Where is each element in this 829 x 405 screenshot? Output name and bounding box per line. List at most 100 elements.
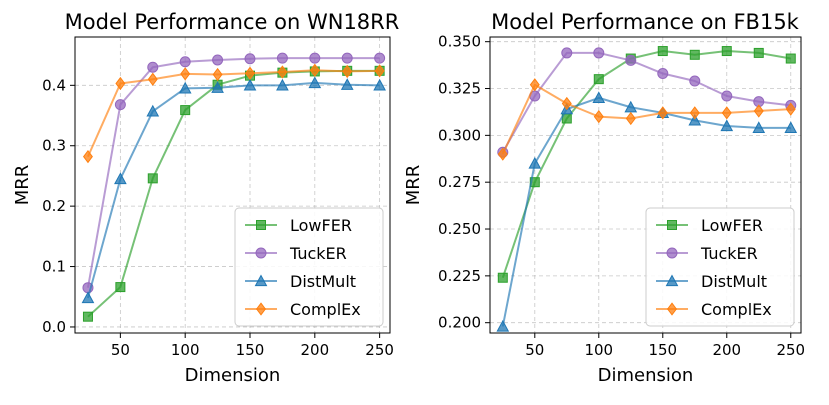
series-line-complex bbox=[501, 83, 791, 155]
x-tick-label: 50 bbox=[525, 341, 544, 359]
y-tick-label: 0.300 bbox=[438, 126, 481, 144]
x-tick-label: 150 bbox=[648, 341, 677, 359]
data-point-complex bbox=[147, 72, 158, 86]
legend-label-distmult: DistMult bbox=[290, 272, 356, 291]
plot-frame bbox=[74, 36, 391, 334]
legend-label-distmult: DistMult bbox=[701, 272, 767, 291]
data-point-distmult bbox=[340, 78, 354, 90]
plot-frame bbox=[489, 36, 802, 334]
y-tick-label: 0.4 bbox=[42, 76, 66, 94]
series-line-tucker bbox=[501, 51, 791, 153]
legend-label-tucker: TuckER bbox=[289, 244, 347, 263]
x-axis-label: Dimension bbox=[598, 365, 694, 386]
chart-title: Model Performance on FB15k bbox=[491, 10, 800, 34]
data-point-distmult bbox=[784, 121, 798, 134]
data-point-distmult bbox=[720, 119, 734, 132]
y-tick-label: 0.3 bbox=[42, 137, 66, 155]
data-point-distmult bbox=[81, 291, 95, 304]
legend-marker-tucker bbox=[666, 247, 678, 259]
data-point-lowfer bbox=[180, 105, 191, 116]
data-point-distmult bbox=[308, 76, 322, 89]
data-point-complex bbox=[689, 106, 700, 120]
data-point-tucker bbox=[689, 75, 701, 87]
series-line-distmult bbox=[501, 96, 791, 327]
legend-box bbox=[645, 207, 795, 327]
legend-marker-lowfer bbox=[256, 220, 266, 230]
series-line-complex bbox=[87, 69, 380, 158]
data-point-lowfer bbox=[593, 74, 604, 85]
y-tick-label: 0.0 bbox=[42, 318, 66, 336]
x-tick-label: 200 bbox=[300, 341, 329, 359]
data-point-tucker bbox=[374, 52, 386, 64]
legend-marker-tucker bbox=[255, 247, 267, 259]
data-point-complex bbox=[115, 76, 126, 91]
legend: LowFER TuckER DistMult ComplEx bbox=[645, 207, 795, 327]
legend-label-tucker: TuckER bbox=[700, 244, 758, 263]
data-point-complex bbox=[180, 67, 191, 81]
legend: LowFER TuckER DistMult ComplEx bbox=[234, 207, 384, 327]
legend-label-lowfer: LowFER bbox=[701, 216, 763, 235]
data-point-tucker bbox=[561, 47, 573, 59]
data-point-distmult bbox=[528, 156, 542, 169]
data-point-lowfer bbox=[657, 46, 668, 57]
data-point-complex bbox=[497, 147, 508, 161]
legend-label-lowfer: LowFER bbox=[290, 216, 352, 235]
data-point-distmult bbox=[114, 172, 127, 185]
y-tick-label: 0.225 bbox=[438, 267, 481, 285]
data-point-tucker bbox=[657, 68, 669, 80]
x-tick-label: 150 bbox=[236, 341, 265, 359]
x-tick-label: 250 bbox=[365, 341, 394, 359]
data-point-lowfer bbox=[785, 53, 796, 64]
data-point-lowfer bbox=[147, 173, 158, 184]
data-point-complex bbox=[374, 64, 385, 78]
data-point-tucker bbox=[212, 54, 224, 66]
data-point-complex bbox=[277, 65, 288, 79]
data-point-tucker bbox=[179, 56, 191, 68]
data-point-complex bbox=[245, 66, 255, 80]
data-point-tucker bbox=[147, 61, 159, 73]
data-point-lowfer bbox=[753, 47, 764, 58]
data-point-distmult bbox=[688, 113, 702, 126]
y-tick-label: 0.350 bbox=[438, 33, 481, 51]
data-point-distmult bbox=[373, 78, 386, 91]
series-line-lowfer bbox=[501, 50, 791, 279]
data-point-tucker bbox=[341, 52, 353, 64]
data-point-complex bbox=[753, 104, 764, 118]
data-point-tucker bbox=[309, 52, 321, 64]
x-tick-label: 250 bbox=[776, 341, 805, 359]
legend-label-complex: ComplEx bbox=[701, 300, 772, 319]
data-point-complex bbox=[342, 64, 353, 79]
legend-marker-complex bbox=[667, 302, 677, 316]
y-tick-label: 0.2 bbox=[42, 197, 66, 215]
data-point-distmult bbox=[243, 78, 257, 91]
data-point-distmult bbox=[146, 104, 160, 117]
data-point-complex bbox=[593, 109, 604, 124]
data-point-complex bbox=[625, 111, 636, 126]
data-point-tucker bbox=[244, 53, 256, 65]
y-tick-label: 0.200 bbox=[438, 314, 481, 332]
data-point-complex bbox=[309, 63, 320, 77]
legend-marker-lowfer bbox=[667, 220, 677, 230]
data-point-lowfer bbox=[721, 46, 732, 57]
legend-box bbox=[234, 207, 384, 327]
data-point-tucker bbox=[114, 99, 126, 111]
data-point-lowfer bbox=[82, 311, 93, 322]
x-tick-label: 200 bbox=[712, 341, 741, 359]
data-point-distmult bbox=[211, 81, 224, 93]
data-point-distmult bbox=[592, 91, 606, 104]
x-axis-label: Dimension bbox=[185, 365, 281, 386]
series-line-tucker bbox=[86, 57, 380, 288]
data-point-complex bbox=[721, 106, 732, 120]
chart-title: Model Performance on WN18RR bbox=[65, 10, 400, 34]
legend-label-complex: ComplEx bbox=[290, 300, 361, 319]
y-tick-label: 0.1 bbox=[42, 258, 66, 276]
data-point-lowfer bbox=[497, 272, 508, 283]
chart-panel-1: 50 100 150 200 250 0.0 0.1 0.2 0.3 0.4 Model Perfo… bbox=[12, 10, 399, 386]
data-point-distmult bbox=[178, 81, 192, 94]
data-point-distmult bbox=[496, 319, 510, 332]
data-point-complex bbox=[529, 78, 540, 92]
data-point-complex bbox=[657, 106, 668, 120]
data-point-complex bbox=[212, 67, 223, 82]
